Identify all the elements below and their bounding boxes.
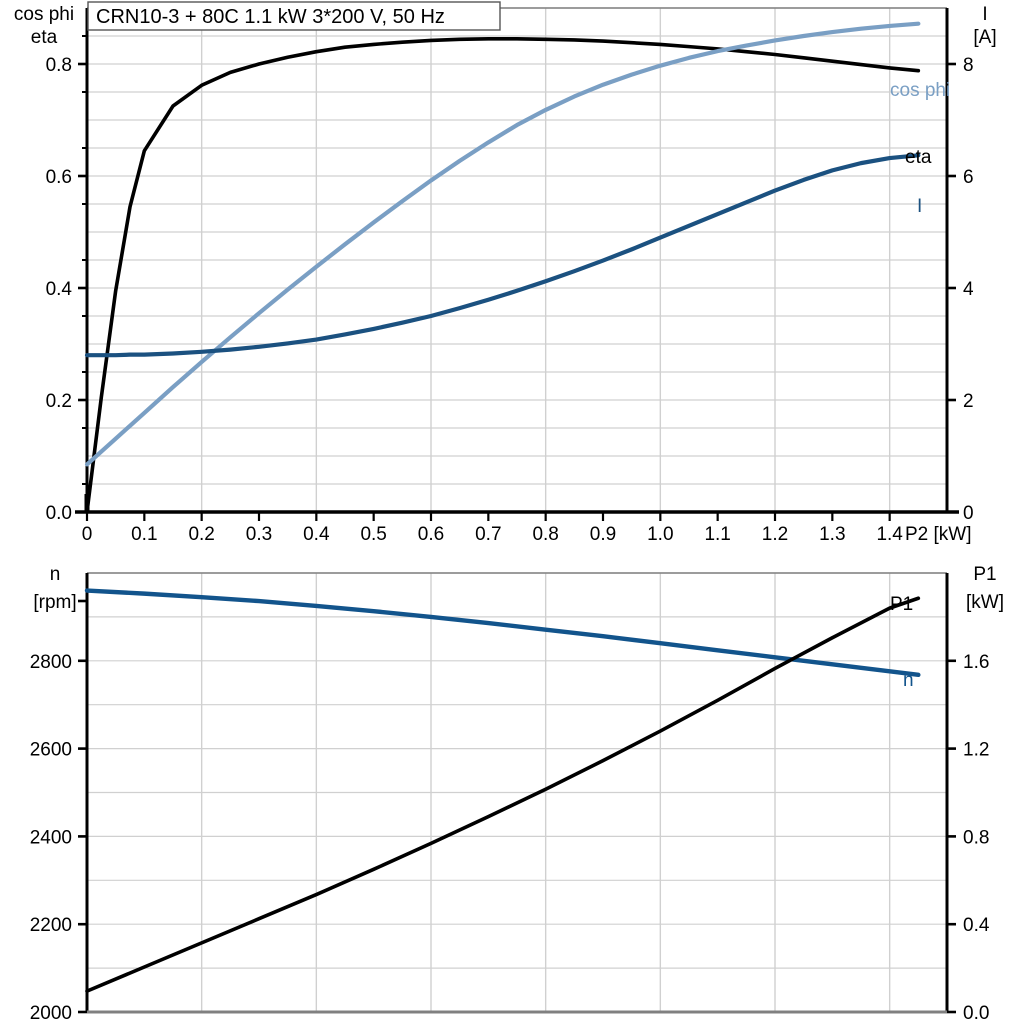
top-series-label-current: I xyxy=(917,196,922,217)
bottom-ytick-label: 2400 xyxy=(30,827,72,848)
top-ytick-label: 0.8 xyxy=(46,55,72,76)
top-x-axis-title: P2 [kW] xyxy=(905,524,972,545)
bottom-left-axis-title-line1: n xyxy=(50,564,61,585)
bottom-ytick-label: 2000 xyxy=(30,1003,72,1024)
bottom-curve-n xyxy=(84,588,921,678)
top-ytick-label: 0.0 xyxy=(46,503,72,524)
bottom-series-label-p1: P1 xyxy=(890,594,913,615)
top-xtick-label: 1.2 xyxy=(762,524,788,545)
bottom-y2tick-label: 1.2 xyxy=(963,740,989,761)
top-y2tick-label: 6 xyxy=(963,167,974,188)
top-curve-cos-phi xyxy=(84,21,921,467)
bottom-y2tick-label: 0.0 xyxy=(963,1003,989,1024)
top-xtick-label: 1.1 xyxy=(704,524,730,545)
top-xtick-label: 0.3 xyxy=(246,524,272,545)
top-xtick-label: 0.2 xyxy=(188,524,214,545)
bottom-curve-P1 xyxy=(85,596,921,993)
bottom-ytick-label: 2600 xyxy=(30,740,72,761)
bottom-right-axis-title-line2: [kW] xyxy=(966,592,1004,613)
bottom-right-axis-title-line1: P1 xyxy=(973,564,996,585)
top-xtick-label: 0.5 xyxy=(360,524,386,545)
top-ytick-label: 0.6 xyxy=(46,167,72,188)
bottom-y2tick-label: 1.6 xyxy=(963,652,989,673)
top-xtick-label: 0.7 xyxy=(475,524,501,545)
bottom-ytick-label: 2200 xyxy=(30,915,72,936)
top-xtick-label: 1.3 xyxy=(819,524,845,545)
chart-title-text: CRN10-3 + 80C 1.1 kW 3*200 V, 50 Hz xyxy=(96,6,445,28)
bottom-series-label-speed: n xyxy=(903,670,914,691)
top-y2tick-label: 4 xyxy=(963,279,974,300)
top-left-axis-title-line2: eta xyxy=(31,27,58,48)
top-xtick-label: 0 xyxy=(82,524,93,545)
top-series-label-cos-phi: cos phi xyxy=(890,80,950,101)
bottom-left-axis-title-line2: [rpm] xyxy=(33,592,76,613)
top-xtick-label: 1.4 xyxy=(876,524,903,545)
bottom-y2tick-label: 0.8 xyxy=(963,827,989,848)
top-series-label-eta: eta xyxy=(905,147,932,168)
bottom-y2tick-label: 0.4 xyxy=(963,915,990,936)
chart-title-box xyxy=(87,1,501,31)
top-y2tick-label: 2 xyxy=(963,391,974,412)
top-curve-I xyxy=(84,153,921,358)
top-xtick-label: 0.9 xyxy=(590,524,616,545)
top-right-axis-title-line2: [A] xyxy=(973,27,996,48)
top-ytick-label: 0.4 xyxy=(46,279,73,300)
top-xtick-label: 0.8 xyxy=(532,524,558,545)
top-left-axis-title-line1: cos phi xyxy=(14,4,74,25)
top-xtick-label: 0.4 xyxy=(303,524,330,545)
top-xtick-label: 0.1 xyxy=(131,524,157,545)
top-ytick-label: 0.2 xyxy=(46,391,72,412)
top-y2tick-label: 8 xyxy=(963,55,974,76)
top-right-axis-title-line1: I xyxy=(982,4,987,25)
top-xtick-label: 1.0 xyxy=(647,524,673,545)
top-xtick-label: 0.6 xyxy=(418,524,444,545)
bottom-ytick-label: 2800 xyxy=(30,652,72,673)
top-y2tick-label: 0 xyxy=(963,503,974,524)
top-curve-eta xyxy=(85,37,921,514)
